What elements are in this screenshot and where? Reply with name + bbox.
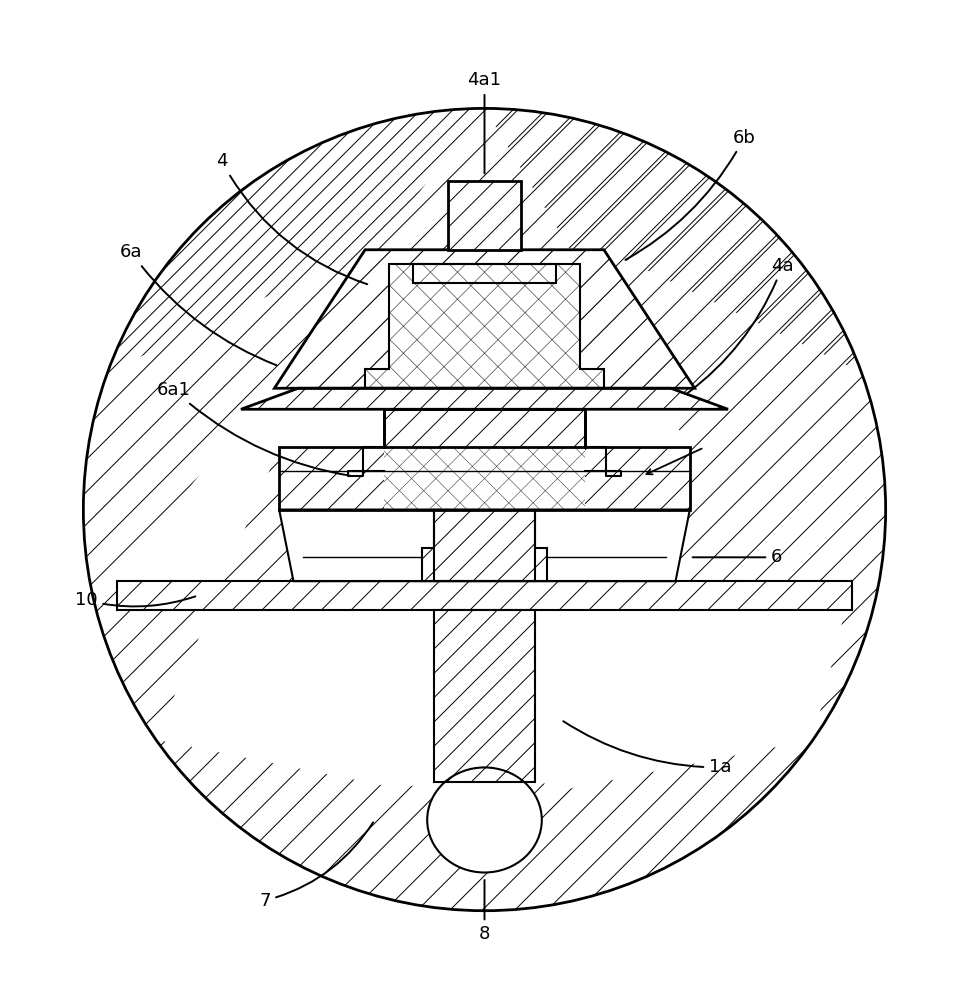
Polygon shape — [449, 181, 520, 250]
Polygon shape — [274, 250, 695, 388]
Polygon shape — [434, 610, 535, 782]
Text: 8: 8 — [479, 880, 490, 943]
Polygon shape — [279, 447, 385, 510]
Text: 7: 7 — [259, 822, 373, 910]
Polygon shape — [365, 264, 604, 388]
Text: 4: 4 — [216, 152, 367, 284]
Ellipse shape — [427, 767, 542, 872]
Text: 6: 6 — [693, 548, 782, 566]
Polygon shape — [584, 447, 690, 510]
Text: 6a1: 6a1 — [157, 381, 350, 476]
Text: 10: 10 — [75, 591, 196, 609]
Polygon shape — [422, 510, 547, 581]
Polygon shape — [279, 510, 690, 581]
Polygon shape — [241, 388, 728, 409]
Circle shape — [83, 108, 886, 911]
Polygon shape — [385, 447, 584, 510]
Polygon shape — [424, 581, 545, 782]
Text: 4a1: 4a1 — [467, 71, 502, 173]
Text: 6a: 6a — [120, 243, 276, 365]
Text: 1a: 1a — [563, 721, 732, 776]
Polygon shape — [385, 409, 584, 447]
Polygon shape — [434, 510, 535, 581]
Polygon shape — [117, 581, 852, 610]
Text: 4a: 4a — [687, 257, 794, 393]
Text: 6b: 6b — [625, 129, 756, 260]
